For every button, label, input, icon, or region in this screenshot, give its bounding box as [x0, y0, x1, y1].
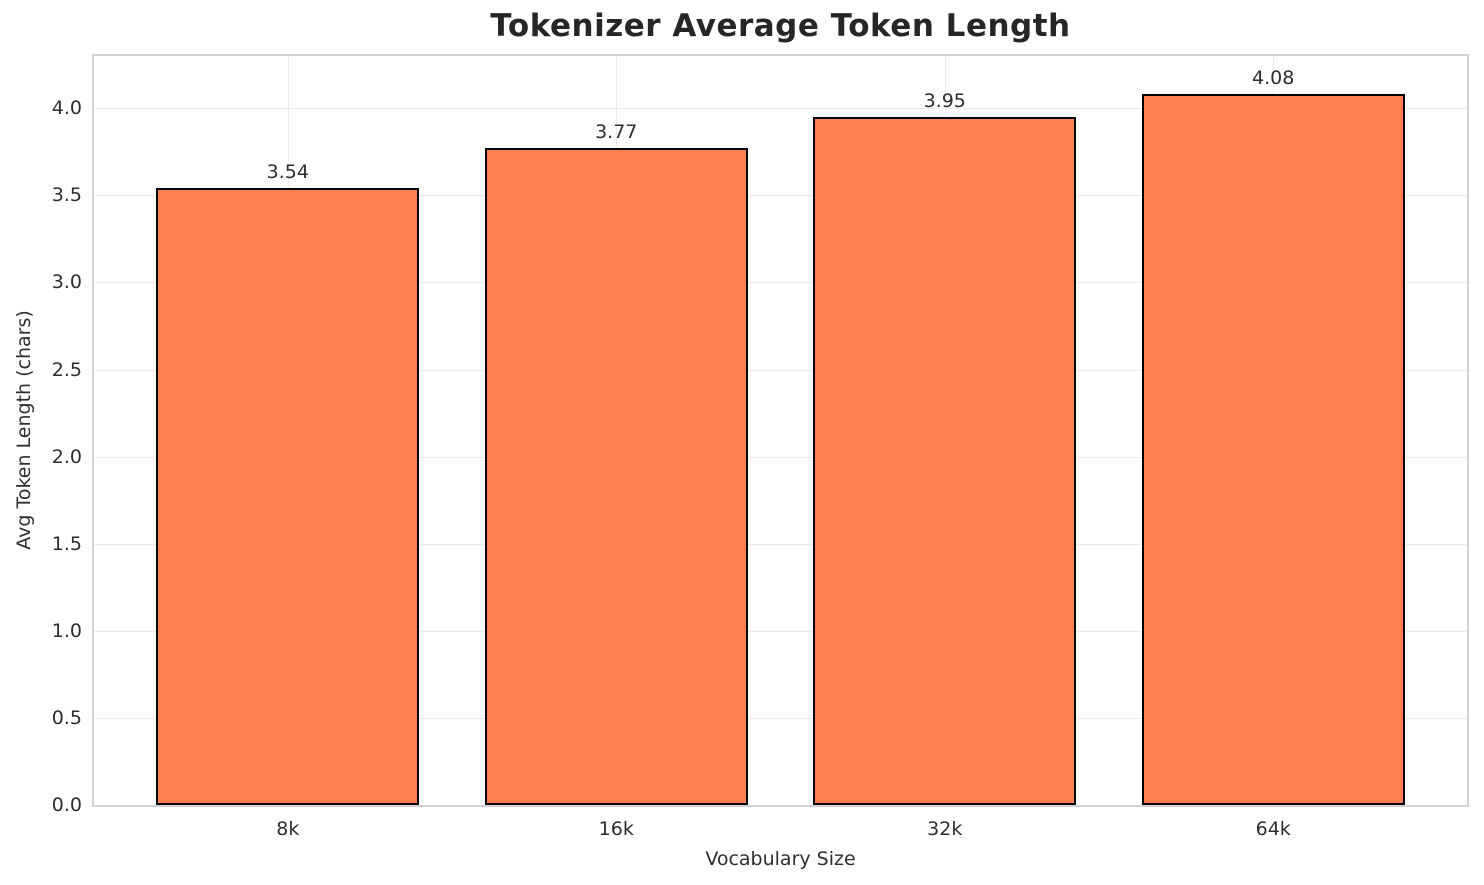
bar-value-label: 3.95	[923, 89, 966, 112]
x-tick-label-8k: 8k	[276, 818, 300, 840]
y-axis-label: Avg Token Length (chars)	[13, 310, 35, 550]
bar-64k	[1141, 94, 1405, 805]
gridline-horizontal	[94, 282, 1467, 284]
y-tick-label: 3.0	[51, 271, 82, 294]
gridline-horizontal	[94, 456, 1467, 458]
x-axis-label: Vocabulary Size	[705, 848, 856, 870]
y-tick-label: 0.0	[51, 794, 82, 816]
bar-32k	[813, 116, 1077, 805]
bar-value-label: 4.08	[1252, 67, 1295, 90]
gridline-horizontal	[94, 543, 1467, 545]
y-tick-label: 1.0	[51, 619, 82, 642]
y-tick-label: 2.5	[51, 358, 82, 381]
plot-area: 3.54 3.77 3.95 4.08	[92, 54, 1469, 807]
chart-title: Tokenizer Average Token Length	[490, 8, 1071, 44]
gridline-horizontal	[94, 630, 1467, 632]
y-tick-label: 0.5	[51, 706, 82, 729]
bar-value-label: 3.54	[266, 161, 309, 184]
bar-value-label: 3.77	[595, 121, 638, 144]
gridline-horizontal	[94, 195, 1467, 197]
gridline-horizontal	[94, 717, 1467, 719]
bar-8k	[156, 188, 420, 805]
x-tick-label-32k: 32k	[927, 818, 963, 840]
x-tick-label-64k: 64k	[1255, 818, 1291, 840]
y-tick-label: 4.0	[51, 97, 82, 120]
y-tick-label: 1.5	[51, 532, 82, 555]
x-tick-label-16k: 16k	[598, 818, 634, 840]
gridline-horizontal	[94, 369, 1467, 371]
bar-16k	[484, 148, 748, 805]
gridline-horizontal	[94, 108, 1467, 110]
y-tick-label: 3.5	[51, 184, 82, 207]
y-tick-label: 2.0	[51, 445, 82, 468]
